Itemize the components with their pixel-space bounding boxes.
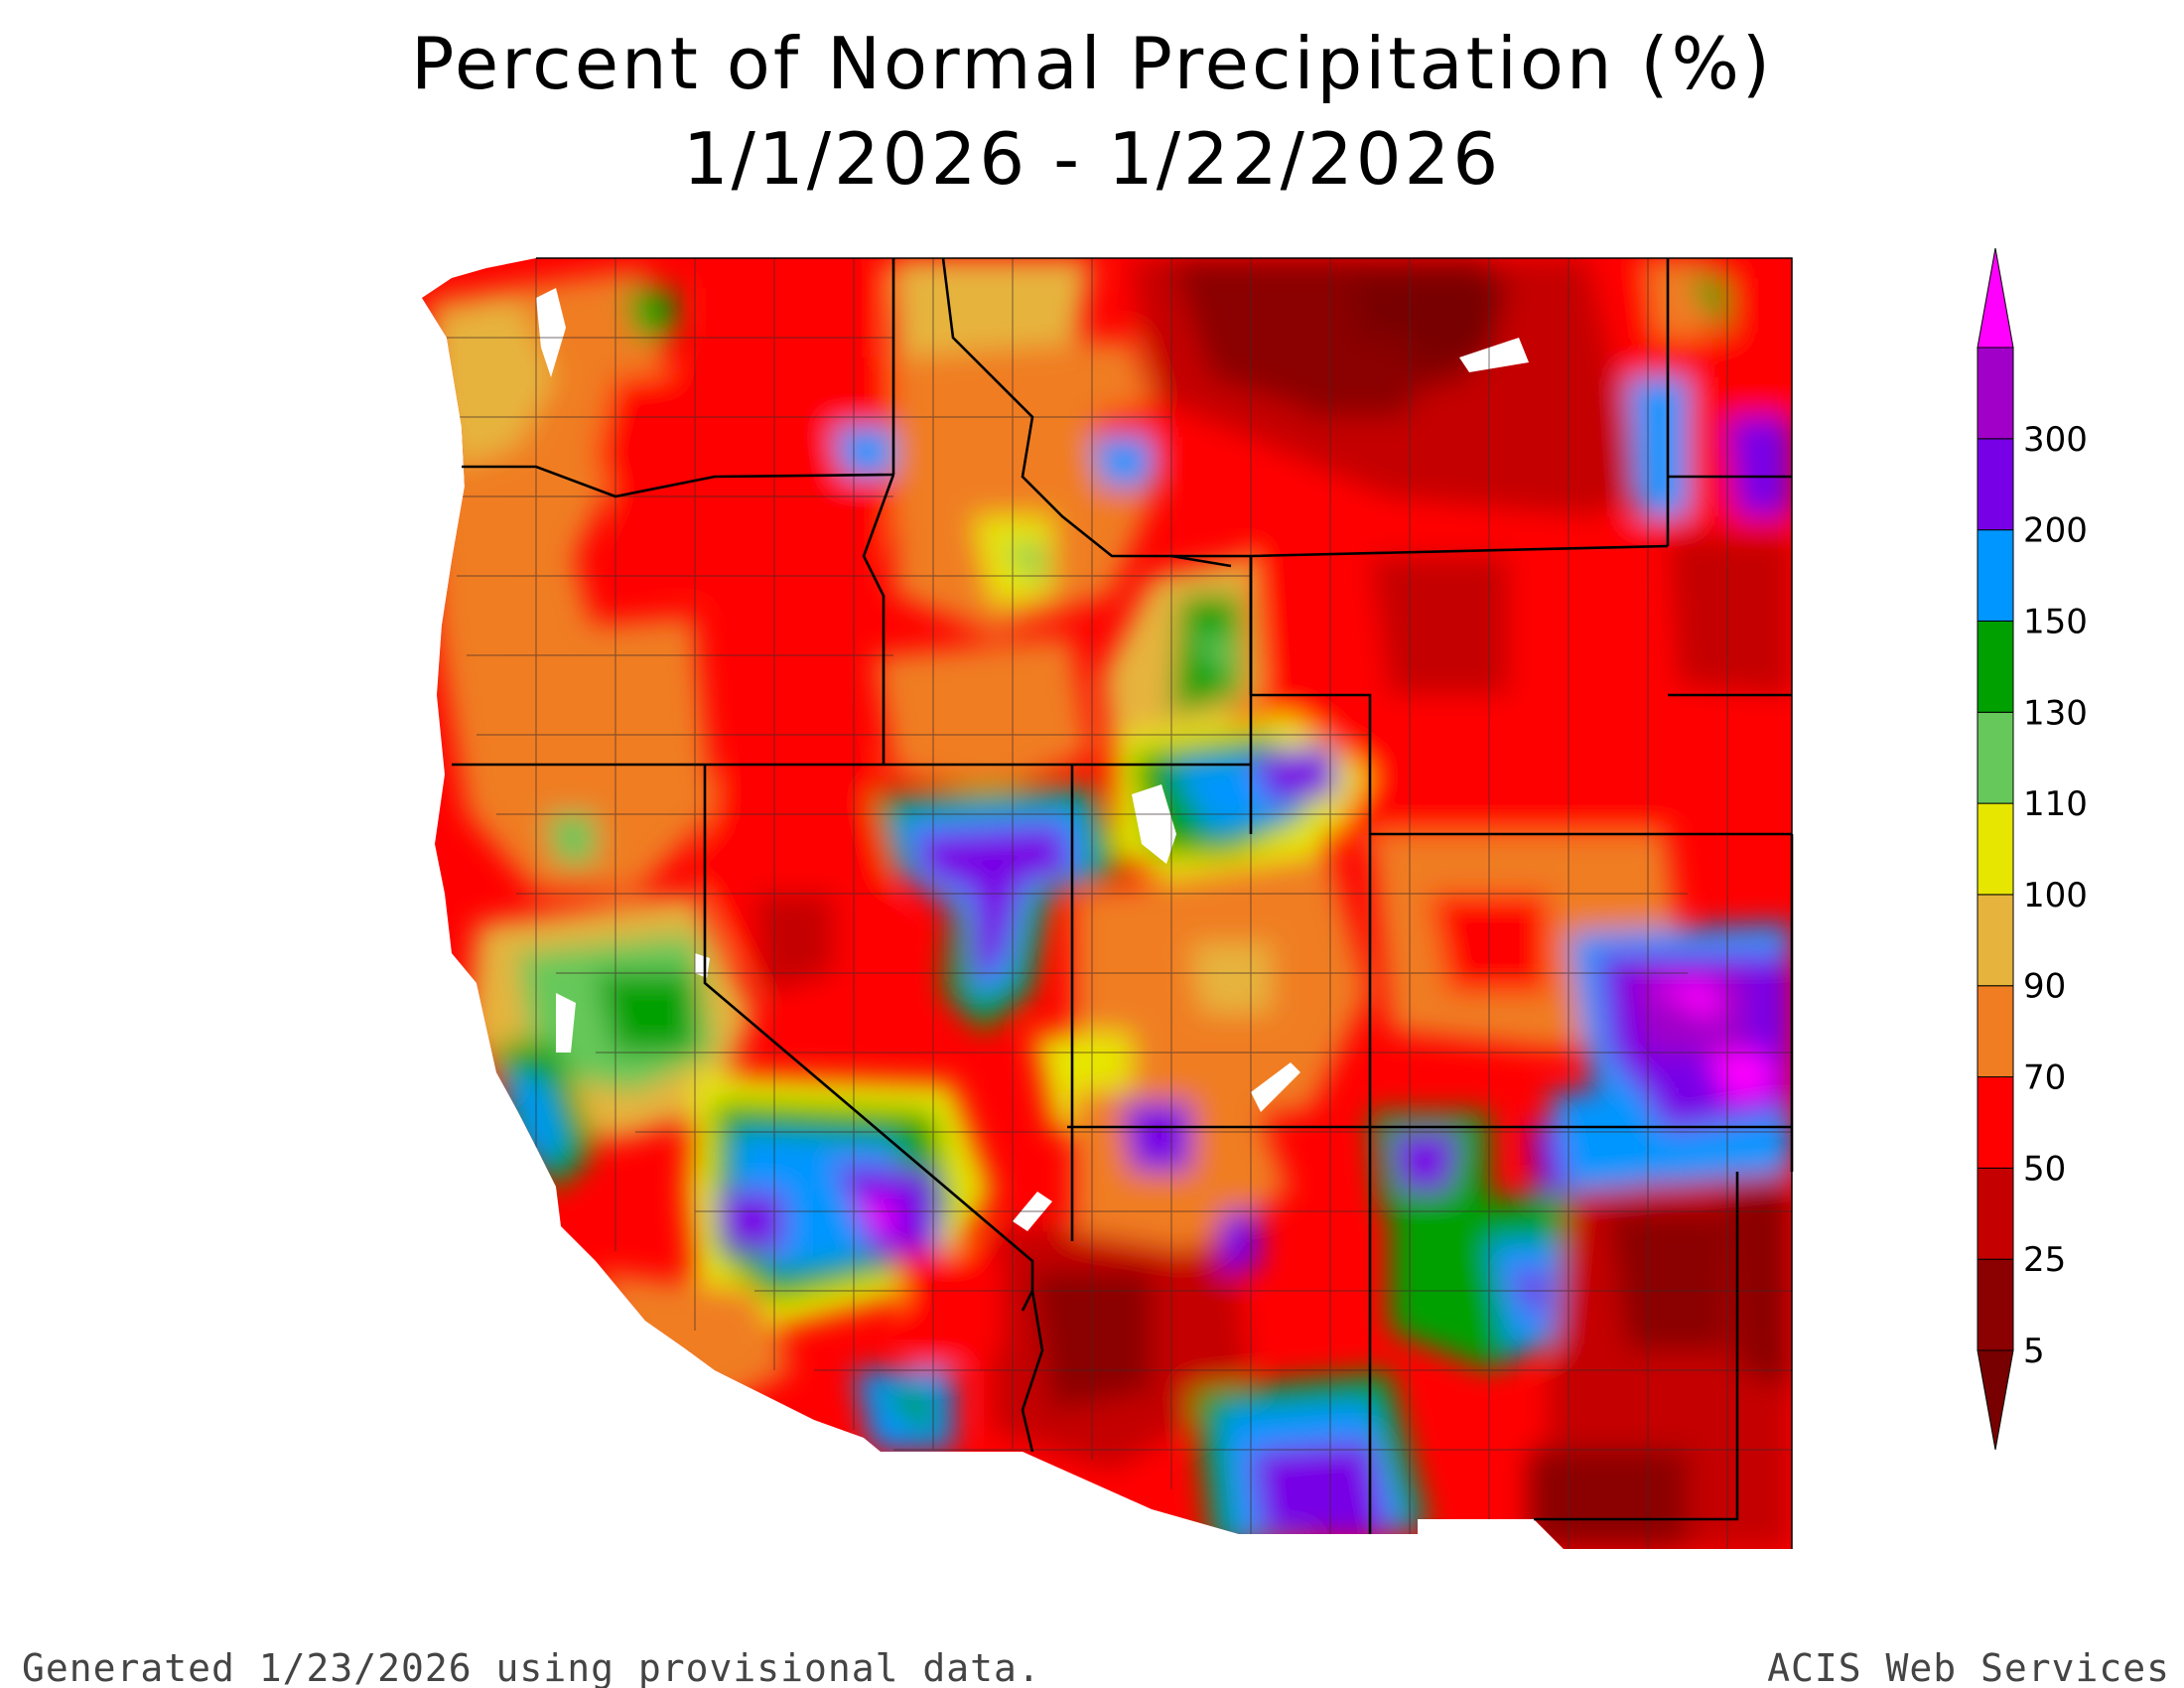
legend-label: 300 xyxy=(2023,420,2088,460)
source-credit: ACIS Web Services xyxy=(1767,1646,2170,1688)
legend-label: 150 xyxy=(2023,602,2088,641)
legend-label: 200 xyxy=(2023,511,2088,551)
legend-swatch xyxy=(1977,529,2014,622)
legend-swatch xyxy=(1977,985,2014,1078)
map-title: Percent of Normal Precipitation (%) xyxy=(411,22,1773,105)
legend-swatch xyxy=(1977,1167,2014,1260)
map-subtitle: 1/1/2026 - 1/22/2026 xyxy=(682,117,1502,201)
legend-label: 25 xyxy=(2023,1240,2066,1280)
color-legend: 5 25 50 70 90 100 110 130 150 200 300 xyxy=(1977,247,2088,1451)
legend-label: 50 xyxy=(2023,1149,2066,1189)
legend-label: 110 xyxy=(2023,784,2088,824)
county-borders xyxy=(437,258,1792,1549)
precipitation-field xyxy=(422,258,1792,1549)
legend-swatch xyxy=(1977,1076,2014,1169)
legend-swatch xyxy=(1977,620,2014,713)
legend-label: 90 xyxy=(2023,967,2066,1007)
generated-note: Generated 1/23/2026 using provisional da… xyxy=(22,1646,1041,1688)
legend-swatch xyxy=(1977,347,2014,440)
legend-swatch xyxy=(1977,802,2014,896)
legend-swatch xyxy=(1977,894,2014,987)
legend-label: 5 xyxy=(2023,1332,2045,1371)
water-bodies xyxy=(536,288,1529,1231)
legend-swatch xyxy=(1977,438,2014,531)
map-frame xyxy=(536,257,1793,1549)
legend-label: 130 xyxy=(2023,693,2088,733)
legend-above-arrow xyxy=(1977,247,2014,349)
legend-label: 70 xyxy=(2023,1058,2066,1098)
legend-label: 100 xyxy=(2023,876,2088,915)
legend-swatch xyxy=(1977,711,2014,804)
legend-swatch xyxy=(1977,1258,2014,1351)
legend-below-arrow xyxy=(1977,1349,2014,1451)
state-borders xyxy=(452,257,1794,1534)
